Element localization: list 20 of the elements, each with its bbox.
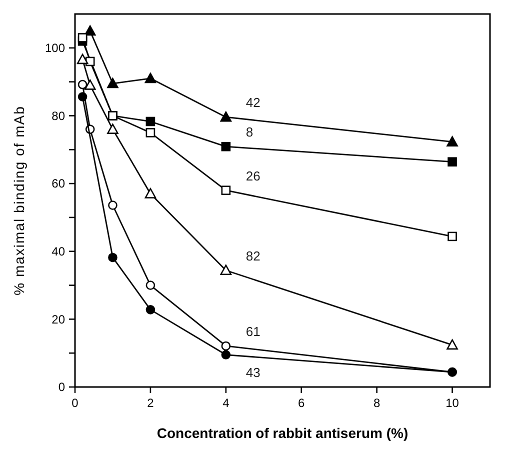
series-label: 8 [246, 124, 254, 140]
y-tick-label: 60 [52, 176, 66, 191]
series-label: 42 [246, 95, 260, 110]
series-label: 61 [246, 324, 260, 339]
series-label: 82 [246, 248, 260, 264]
x-axis-title: Concentration of rabbit antiserum (%) [156, 425, 408, 441]
y-tick-label: 20 [52, 312, 66, 326]
x-tick-label: 2 [147, 396, 154, 410]
x-tick-label: 6 [298, 396, 306, 410]
x-tick-label: 0 [72, 396, 79, 410]
y-tick-label: 40 [52, 244, 66, 259]
y-tick-label: 100 [44, 41, 66, 56]
x-tick-label: 4 [222, 396, 230, 410]
series-label: 26 [246, 168, 260, 184]
x-tick-label: 8 [373, 396, 380, 410]
x-tick-label: 10 [446, 396, 460, 410]
y-tick-label: 80 [52, 108, 66, 123]
y-tick-label: 0 [58, 380, 66, 394]
series-label: 43 [246, 364, 260, 380]
y-axis-title: % maximal binding of mAb [11, 106, 27, 296]
